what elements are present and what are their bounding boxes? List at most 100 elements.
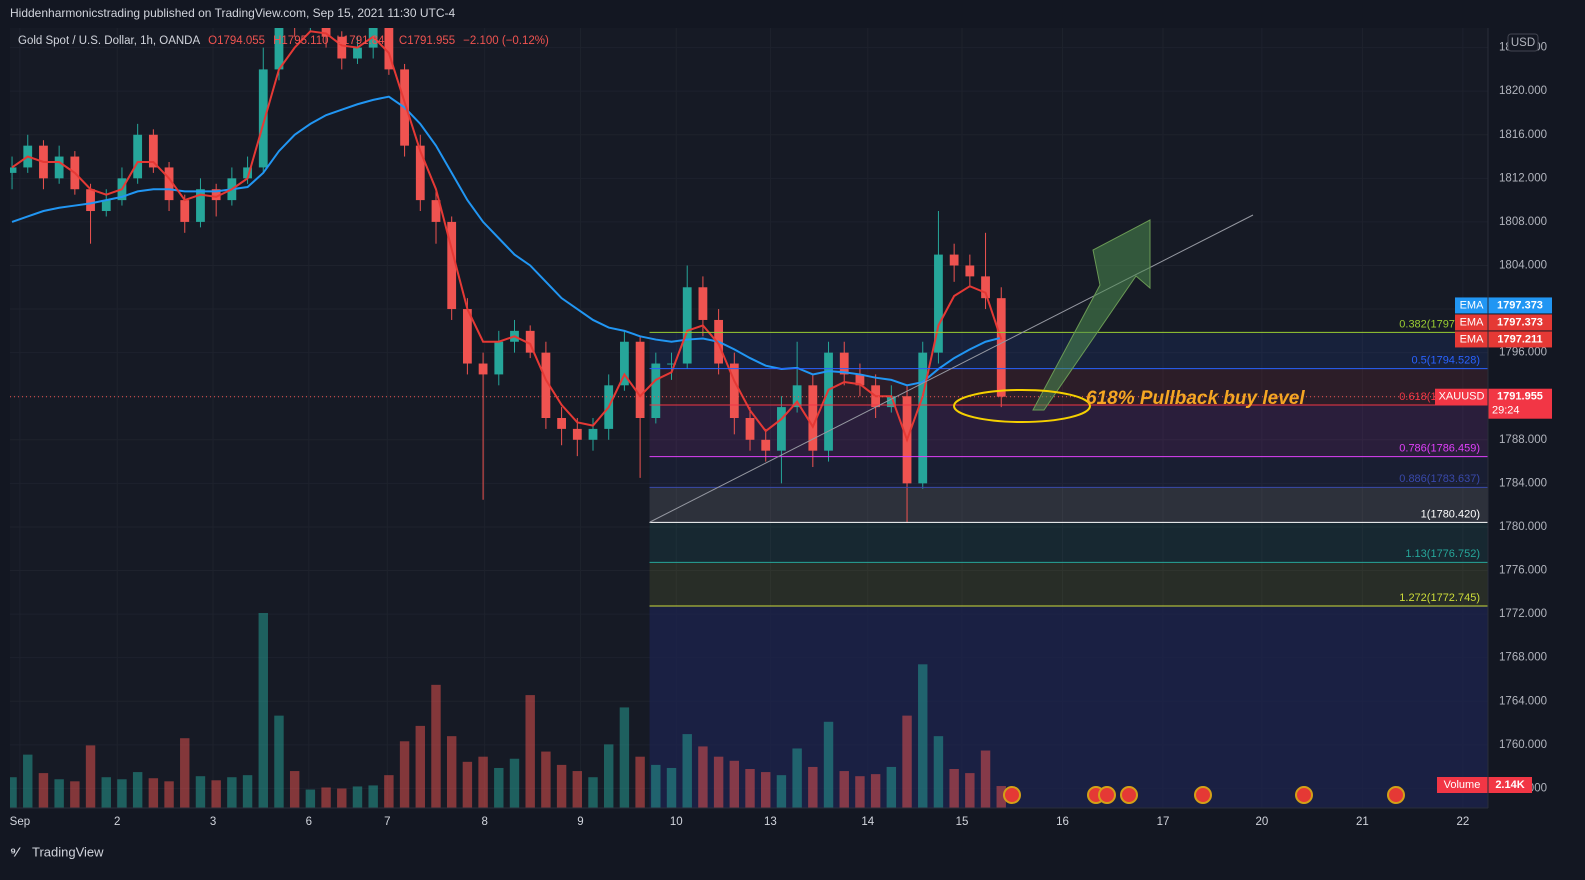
- candle-body: [949, 254, 959, 266]
- fib-label: 0.5(1794.528): [1412, 355, 1481, 367]
- volume-bar: [10, 777, 17, 808]
- price-tag-name-box: [1435, 388, 1488, 405]
- x-tick-label: 22: [1456, 816, 1469, 828]
- annotation: 618% Pullback buy level: [1086, 388, 1305, 409]
- event-icons: [1003, 786, 1405, 804]
- candle-body: [698, 287, 708, 320]
- price-tag-value: 1797.211: [1497, 333, 1542, 345]
- candle-body: [101, 200, 111, 212]
- volume-bar: [776, 775, 787, 808]
- candle-body: [243, 167, 252, 179]
- volume-bar: [337, 788, 347, 808]
- x-tick-label: 2: [114, 816, 120, 828]
- fib-band: [649, 487, 1488, 523]
- volume-bar: [839, 771, 849, 808]
- volume-bar: [886, 766, 897, 808]
- volume-bar: [399, 741, 410, 808]
- y-tick-label: 1776.000: [1499, 565, 1547, 577]
- currency: USD: [1511, 37, 1535, 49]
- volume-bar: [823, 721, 834, 808]
- volume-bar: [431, 684, 441, 808]
- volume-bar: [541, 751, 551, 808]
- volume-bar: [713, 756, 724, 808]
- volume-bar: [792, 748, 802, 808]
- y-tick-label: 1780.000: [1499, 521, 1547, 533]
- candle-body: [525, 330, 535, 353]
- candle-body: [855, 374, 865, 386]
- legend-item: O1794.055: [208, 35, 265, 47]
- candle-body: [808, 385, 818, 451]
- candle-body: [10, 167, 17, 173]
- volume-bar: [274, 715, 284, 808]
- volume-bar: [745, 769, 755, 808]
- volume-bar: [603, 744, 614, 808]
- footer-logo: ⁹⁄: [10, 844, 21, 859]
- volume-bar: [289, 771, 300, 808]
- y-tick-label: 1784.000: [1499, 477, 1547, 489]
- volume-bar: [729, 760, 740, 808]
- candle-body: [54, 156, 64, 179]
- y-tick-label: 1820.000: [1499, 85, 1547, 97]
- fib-label: 0.886(1783.637): [1399, 473, 1480, 485]
- volume-bar: [258, 613, 268, 808]
- y-tick-label: 1804.000: [1499, 260, 1547, 272]
- price-tag-name-box: [1455, 297, 1488, 314]
- candle-body: [996, 298, 1006, 397]
- volume-bar: [949, 769, 959, 808]
- candle-body: [761, 439, 771, 451]
- volume-bar: [902, 715, 912, 808]
- volume-tag-box: [1488, 777, 1532, 793]
- x-tick-label: 6: [306, 816, 312, 828]
- price-tag-value: 1797.373: [1497, 299, 1543, 311]
- candle-body: [384, 28, 394, 70]
- volume-tag-name: Volume: [1444, 779, 1481, 791]
- candle-body: [541, 352, 551, 418]
- x-tick-label: 14: [861, 816, 874, 828]
- candle-body: [729, 363, 739, 418]
- price-tag-box: [1488, 388, 1552, 419]
- candle-body: [337, 36, 347, 59]
- y-tick-label: 1796.000: [1499, 347, 1547, 359]
- candle-body: [321, 28, 331, 37]
- y-tick-label: 1808.000: [1499, 216, 1547, 228]
- volume-bar: [227, 777, 237, 808]
- candle-body: [620, 341, 629, 386]
- volume-bar: [698, 746, 708, 808]
- candle-body: [196, 189, 205, 222]
- fib-label: 1.272(1772.745): [1399, 592, 1480, 604]
- candle-body: [886, 396, 896, 408]
- candle-body: [494, 341, 504, 375]
- volume-bar: [195, 776, 206, 808]
- legend-item: L1791.840: [337, 35, 391, 47]
- volume-bar: [808, 766, 818, 808]
- candle-body: [462, 309, 472, 364]
- price-tag-box: [1488, 331, 1552, 348]
- price-tag-value: 1797.373: [1497, 316, 1543, 328]
- volume-bar: [23, 754, 33, 808]
- x-tick-label: 15: [956, 816, 969, 828]
- candle-body: [415, 145, 425, 201]
- volume-bar: [965, 773, 975, 808]
- x-tick-label: 13: [764, 816, 777, 828]
- x-tick-label: 21: [1356, 816, 1369, 828]
- volume-bar: [572, 771, 583, 808]
- candle-body: [353, 47, 362, 59]
- volume-bar: [666, 767, 677, 808]
- price-tag-name-box: [1455, 331, 1488, 348]
- volume-bar: [478, 756, 488, 808]
- candle-body: [824, 352, 833, 451]
- volume-bar: [211, 780, 221, 808]
- price-tag-countdown: 29:24: [1492, 405, 1520, 417]
- fib-label: 0.786(1786.459): [1399, 442, 1480, 454]
- volume-bar: [54, 779, 64, 808]
- volume-bar: [933, 736, 944, 808]
- price-tag-name-box: [1455, 314, 1488, 331]
- y-tick-label: 1768.000: [1499, 652, 1547, 664]
- volume-bar: [635, 756, 645, 808]
- volume-bar: [101, 777, 111, 808]
- volume-bar: [368, 785, 378, 808]
- candle-body: [918, 352, 928, 484]
- volume-bar: [619, 707, 630, 808]
- fib-band: [649, 456, 1488, 488]
